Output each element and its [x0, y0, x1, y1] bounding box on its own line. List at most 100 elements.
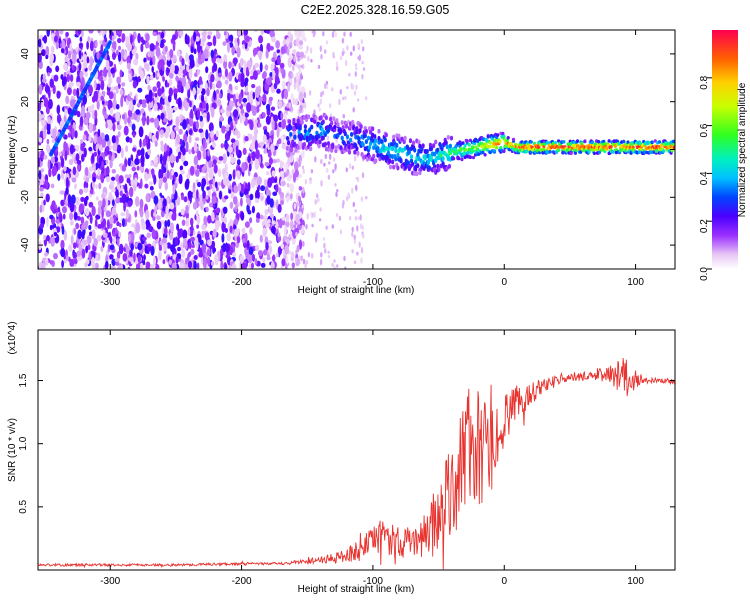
spectrogram-noise-cell	[80, 30, 84, 38]
spectrogram-noise-cell	[207, 239, 212, 247]
spectrogram-noise-cell	[48, 167, 52, 178]
spectrogram-noise-cell	[107, 211, 112, 217]
spectrogram-noise-cell	[229, 94, 234, 99]
x-tick-label: -300	[100, 277, 120, 288]
spectrogram-noise-cell	[145, 261, 151, 269]
spectrogram-noise-cell	[180, 194, 185, 201]
spectrogram-noise-cell	[317, 197, 320, 203]
spectrogram-noise-cell	[78, 62, 82, 71]
spectrogram-noise-cell	[46, 234, 50, 242]
spectrogram-noise-cell	[112, 122, 116, 132]
spectrogram-noise-cell	[46, 144, 51, 154]
spectrogram-noise-cell	[182, 69, 187, 75]
snr-series-line	[38, 357, 675, 570]
spectrogram-y-ticks: -40 -20 0 20 40	[20, 48, 675, 252]
spectrogram-noise-cell	[164, 95, 168, 105]
spectrogram-noise-cell	[277, 99, 283, 109]
spectrogram-signal-cell	[345, 134, 349, 140]
spectrogram-noise-cell	[342, 114, 345, 119]
spectrogram-signal-cell	[460, 157, 464, 162]
spectrogram-signal-cell	[403, 135, 407, 141]
spectrogram-noise-cell	[242, 97, 248, 103]
spectrogram-noise-cell	[83, 147, 87, 158]
spectrogram-noise-cell	[171, 213, 176, 221]
spectrogram-noise-cell	[110, 187, 116, 193]
spectrogram-noise-cell	[143, 57, 147, 63]
spectrogram-noise-cell	[236, 159, 241, 166]
spectrogram-noise-cell	[304, 263, 307, 269]
spectrogram-noise-cell	[41, 78, 47, 83]
spectrogram-noise-cell	[130, 34, 133, 45]
spectrogram-noise-cell	[38, 137, 43, 143]
spectrogram-noise-cell	[178, 128, 183, 135]
spectrogram-noise-cell	[41, 152, 45, 160]
spectrogram-noise-cell	[116, 76, 122, 85]
spectrogram-noise-cell	[196, 262, 200, 269]
spectrogram-noise-cell	[193, 201, 198, 210]
spectrogram-noise-cell	[266, 30, 271, 35]
spectrogram-noise-cell	[205, 66, 209, 74]
spectrogram-noise-cell	[66, 87, 72, 96]
spectrogram-signal-cell	[287, 140, 291, 146]
spectrogram-noise-cell	[344, 266, 347, 269]
spectrogram-noise-cell	[139, 138, 142, 148]
spectrogram-noise-cell	[83, 180, 89, 190]
spectrogram-noise-cell	[43, 154, 48, 160]
spectrogram-noise-cell	[261, 221, 265, 227]
spectrogram-signal-cell	[495, 145, 499, 150]
spectrogram-noise-cell	[248, 199, 252, 207]
spectrogram-noise-cell	[161, 237, 167, 244]
spectrogram-signal-cell	[350, 132, 354, 137]
spectrogram-noise-cell	[332, 169, 335, 174]
spectrogram-noise-cell	[116, 144, 122, 154]
spectrogram-noise-cell	[73, 228, 77, 235]
spectrogram-noise-cell	[285, 213, 290, 223]
spectrogram-signal-cell	[307, 114, 311, 120]
spectrogram-noise-cell	[84, 262, 88, 268]
spectrogram-noise-cell	[179, 165, 184, 171]
spectrogram-noise-cell	[134, 158, 140, 166]
spectrogram-signal-cell	[452, 156, 456, 161]
spectrogram-noise-cell	[75, 153, 80, 162]
spectrogram-noise-cell	[200, 53, 206, 63]
spectrogram-noise-cell	[263, 148, 268, 154]
spectrogram-noise-cell	[290, 230, 293, 237]
spectrogram-noise-cell	[353, 155, 357, 162]
spectrogram-noise-cell	[290, 251, 295, 260]
spectrogram-noise-cell	[253, 30, 258, 33]
spectrogram-noise-cell	[332, 51, 335, 58]
spectrogram-noise-cell	[163, 118, 169, 123]
spectrogram-noise-cell	[234, 85, 239, 91]
spectrogram-noise-cell	[151, 92, 155, 97]
spectrogram-noise-cell	[80, 216, 85, 224]
y-tick-label: -40	[20, 237, 31, 252]
spectrogram-noise-cell	[194, 137, 200, 142]
spectrogram-noise-cell	[91, 205, 96, 217]
spectrogram-noise-cell	[168, 87, 173, 97]
spectrogram-signal-cell	[340, 120, 344, 125]
spectrogram-noise-cell	[132, 147, 137, 152]
spectrogram-noise-cell	[53, 35, 58, 43]
spectrogram-signal-cell	[344, 123, 348, 129]
spectrogram-noise-cell	[183, 133, 188, 143]
spectrogram-signal-cell	[471, 149, 476, 153]
spectrogram-signal-cell	[548, 150, 552, 154]
spectrogram-noise-cell	[84, 166, 89, 177]
spectrogram-noise-cell	[73, 258, 78, 265]
spectrogram-noise-cell	[44, 251, 48, 257]
spectrogram-noise-cell	[77, 229, 83, 240]
spectrogram-signal-cell	[542, 147, 546, 152]
spectrogram-noise-cell	[201, 230, 205, 238]
spectrogram-noise-cell	[172, 184, 176, 195]
spectrogram-noise-cell	[79, 36, 83, 42]
spectrogram-noise-cell	[77, 30, 82, 35]
spectrogram-signal-cell	[491, 144, 496, 149]
spectrogram-noise-cell	[172, 42, 176, 52]
spectrogram-noise-cell	[166, 196, 170, 205]
spectrogram-noise-cell	[321, 90, 325, 96]
spectrogram-noise-cell	[168, 79, 173, 86]
spectrogram-noise-cell	[96, 100, 100, 110]
spectrogram-noise-cell	[342, 96, 345, 101]
spectrogram-signal-cell	[391, 159, 395, 165]
spectrogram-noise-cell	[269, 72, 273, 78]
